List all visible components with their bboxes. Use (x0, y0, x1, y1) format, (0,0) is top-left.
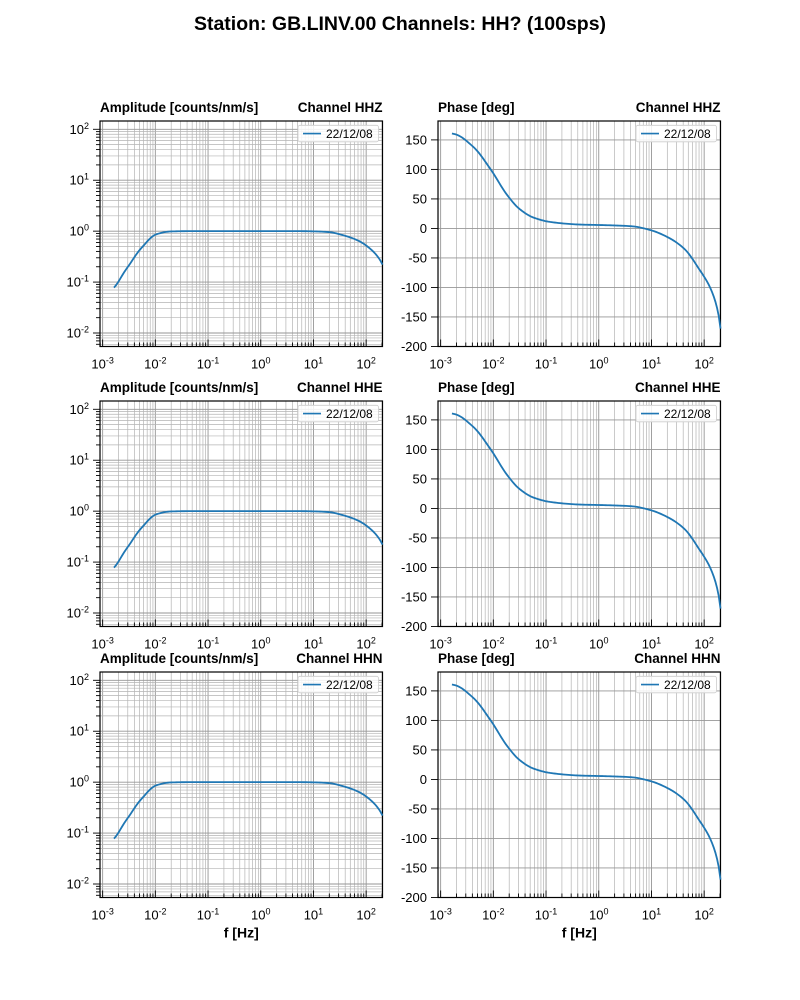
svg-text:102​: 102​ (70, 120, 89, 136)
svg-text:10-1​: 10-1​ (535, 636, 557, 652)
svg-text:100​: 100​ (251, 355, 270, 371)
svg-text:22/12/08: 22/12/08 (326, 407, 373, 421)
svg-text:10-2​: 10-2​ (482, 907, 504, 923)
svg-text:10-2​: 10-2​ (482, 355, 504, 371)
svg-text:102​: 102​ (694, 636, 713, 652)
svg-text:150: 150 (405, 413, 427, 428)
svg-text:f [Hz]: f [Hz] (224, 925, 259, 941)
svg-text:10-1​: 10-1​ (197, 907, 219, 923)
svg-text:10-3​: 10-3​ (91, 355, 113, 371)
svg-text:22/12/08: 22/12/08 (326, 126, 373, 140)
svg-text:-50: -50 (408, 250, 427, 265)
svg-text:101​: 101​ (642, 907, 661, 923)
svg-text:102​: 102​ (356, 636, 375, 652)
svg-text:22/12/08: 22/12/08 (664, 678, 711, 692)
svg-text:50: 50 (413, 191, 427, 206)
svg-text:102​: 102​ (70, 401, 89, 417)
svg-text:100​: 100​ (70, 222, 89, 238)
svg-text:100​: 100​ (589, 907, 608, 923)
svg-text:-200: -200 (401, 619, 427, 634)
svg-text:101​: 101​ (642, 636, 661, 652)
svg-text:101​: 101​ (304, 907, 323, 923)
svg-text:22/12/08: 22/12/08 (664, 126, 711, 140)
svg-text:10-2​: 10-2​ (482, 636, 504, 652)
svg-text:-100: -100 (401, 560, 427, 575)
svg-text:100​: 100​ (251, 636, 270, 652)
svg-text:10-3​: 10-3​ (429, 907, 451, 923)
svg-text:-50: -50 (408, 531, 427, 546)
svg-text:10-3​: 10-3​ (91, 907, 113, 923)
svg-text:10-2​: 10-2​ (67, 605, 89, 621)
svg-text:101​: 101​ (304, 355, 323, 371)
svg-text:10-1​: 10-1​ (535, 907, 557, 923)
svg-text:100: 100 (405, 442, 427, 457)
svg-text:102​: 102​ (356, 355, 375, 371)
svg-text:-200: -200 (401, 339, 427, 354)
svg-text:10-1​: 10-1​ (197, 355, 219, 371)
svg-text:150: 150 (405, 684, 427, 699)
svg-text:100​: 100​ (70, 503, 89, 519)
svg-text:10-2​: 10-2​ (67, 324, 89, 340)
svg-text:10-1​: 10-1​ (67, 273, 89, 289)
svg-text:102​: 102​ (70, 672, 89, 688)
svg-text:102​: 102​ (356, 907, 375, 923)
svg-text:10-3​: 10-3​ (429, 636, 451, 652)
svg-text:f [Hz]: f [Hz] (562, 925, 597, 941)
svg-text:10-1​: 10-1​ (197, 636, 219, 652)
svg-text:10-2​: 10-2​ (144, 636, 166, 652)
svg-text:-100: -100 (401, 279, 427, 294)
svg-text:101​: 101​ (70, 723, 89, 739)
svg-text:150: 150 (405, 132, 427, 147)
svg-text:10-2​: 10-2​ (67, 876, 89, 892)
svg-text:-50: -50 (408, 802, 427, 817)
svg-text:-150: -150 (401, 309, 427, 324)
svg-text:10-2​: 10-2​ (144, 907, 166, 923)
svg-text:22/12/08: 22/12/08 (664, 407, 711, 421)
svg-text:50: 50 (413, 472, 427, 487)
svg-text:100: 100 (405, 713, 427, 728)
svg-text:10-3​: 10-3​ (91, 636, 113, 652)
svg-text:10-3​: 10-3​ (429, 355, 451, 371)
svg-text:100: 100 (405, 161, 427, 176)
svg-text:0: 0 (420, 220, 427, 235)
svg-text:101​: 101​ (642, 355, 661, 371)
svg-text:-200: -200 (401, 890, 427, 905)
svg-text:-150: -150 (401, 590, 427, 605)
svg-text:102​: 102​ (694, 907, 713, 923)
svg-text:101​: 101​ (70, 171, 89, 187)
svg-text:22/12/08: 22/12/08 (326, 678, 373, 692)
svg-text:0: 0 (420, 501, 427, 516)
svg-text:102​: 102​ (694, 355, 713, 371)
svg-text:10-1​: 10-1​ (67, 825, 89, 841)
svg-text:101​: 101​ (304, 636, 323, 652)
svg-text:50: 50 (413, 743, 427, 758)
svg-text:-100: -100 (401, 831, 427, 846)
svg-text:101​: 101​ (70, 452, 89, 468)
svg-text:10-1​: 10-1​ (535, 355, 557, 371)
svg-text:10-1​: 10-1​ (67, 554, 89, 570)
svg-text:100​: 100​ (251, 907, 270, 923)
svg-text:100​: 100​ (589, 355, 608, 371)
svg-text:-150: -150 (401, 861, 427, 876)
svg-text:10-2​: 10-2​ (144, 355, 166, 371)
svg-text:0: 0 (420, 772, 427, 787)
svg-text:100​: 100​ (589, 636, 608, 652)
svg-text:100​: 100​ (70, 774, 89, 790)
